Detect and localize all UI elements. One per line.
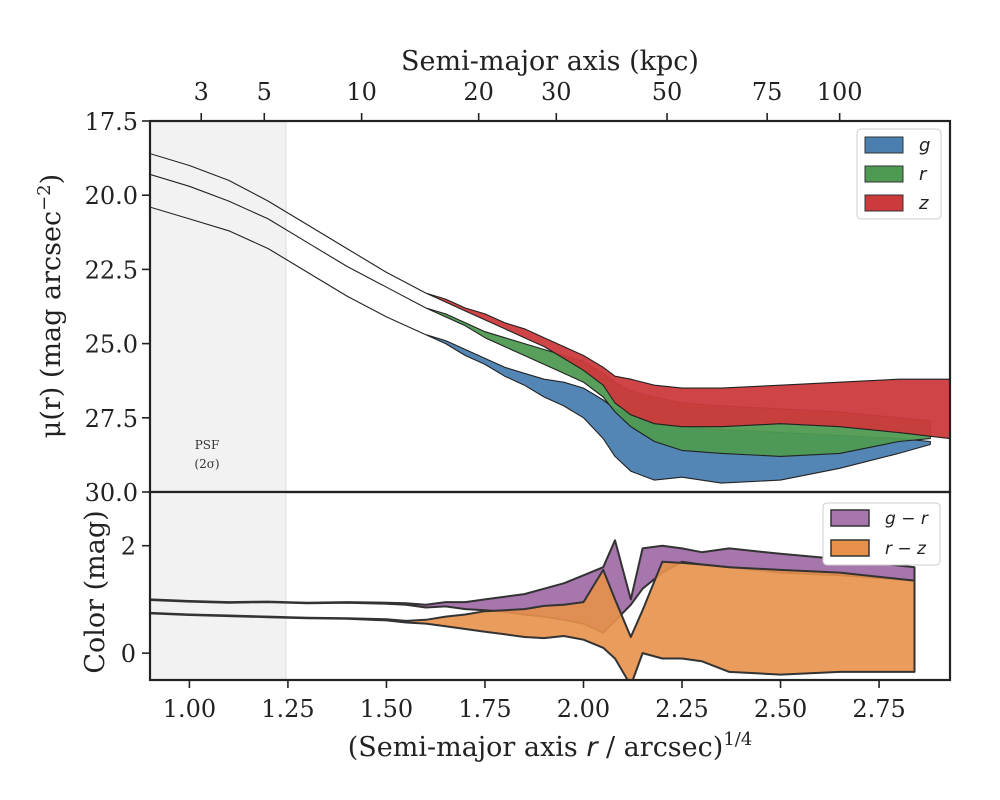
legend-swatch-r [864,165,904,183]
xlabel-italic: r [586,732,599,763]
kpc-tick-label: 30 [541,78,572,106]
psf-shade-top [150,121,286,492]
bottom-panel-frame [148,490,952,682]
bottom-axes-box [148,490,952,682]
psf-label-line2: (2σ) [194,457,219,471]
kpc-tick-label: 10 [346,78,377,106]
legend-swatch-g-r [830,509,870,527]
sb-band-z [150,153,950,440]
top-ytick-label: 20.0 [85,182,138,210]
ylabel-tail: ) [36,174,67,185]
bottom-xtick-label: 2.25 [655,695,708,723]
ylabel-exp: −2 [34,184,55,211]
bottom-y-axis-title: Color (mag) [80,510,111,673]
legend-label-g: g [919,135,930,156]
legend-swatch-r-z [830,539,870,557]
kpc-axis: 3 5 10 20 30 50 75 100 [194,78,863,121]
bottom-x-axis: 1.00 1.25 1.50 1.75 2.00 2.25 2.50 2.75 [163,680,906,723]
top-ytick-label: 25.0 [85,331,138,359]
bottom-ytick-label: 2 [121,533,136,561]
kpc-tick-label: 20 [463,78,494,106]
top-ytick-label: 27.5 [85,405,138,433]
legend-label-z: z [918,193,929,214]
kpc-tick-label: 50 [652,78,683,106]
bottom-xtick-label: 1.25 [261,695,314,723]
bottom-xtick-label: 2.00 [557,695,610,723]
sb-band-g [150,206,931,484]
top-legend: g r z [856,128,942,220]
bottom-ytick-label: 0 [121,640,136,668]
top-ytick-label: 17.5 [85,108,138,136]
legend-swatch-z [864,194,904,212]
legend-label-r-z: r − z [885,539,927,559]
legend-label-g-r: g − r [885,509,929,529]
bottom-y-axis: 02 [121,533,150,668]
bottom-xtick-label: 1.75 [458,695,511,723]
bottom-legend: g − r r − z [822,502,941,566]
top-ytick-label: 30.0 [85,479,138,507]
xlabel-tail: / arcsec) [597,732,723,763]
color-band-rz [150,560,916,680]
kpc-tick-label: 75 [752,78,783,106]
xlabel-main: (Semi-major axis [348,732,587,763]
bottom-x-axis-title: (Semi-major axis r / arcsec)1/4 [348,729,753,763]
top-ytick-label: 22.5 [85,256,138,284]
top-y-axis-title: μ(r) (mag arcsec−2) [34,174,67,438]
psf-region [150,121,287,492]
surface-brightness-bands [150,153,950,484]
kpc-tick-label: 3 [194,78,209,106]
psf-label-line1: PSF [195,438,220,452]
legend-swatch-g [864,136,904,154]
kpc-tick-label: 100 [817,78,863,106]
top-axis-title: Semi-major axis (kpc) [401,46,699,77]
xlabel-exp: 1/4 [723,729,752,750]
top-y-axis: 17.5 20.0 22.5 25.0 27.5 30.0 [85,108,150,507]
legend-label-r: r [919,164,928,185]
bottom-xtick-label: 2.75 [852,695,905,723]
psf-shade-bottom [150,492,286,680]
psf-region-color [150,492,287,680]
color-bands [150,539,916,680]
ylabel-main: μ(r) (mag arcsec [36,211,67,438]
bottom-xtick-label: 1.50 [360,695,413,723]
bottom-xtick-label: 1.00 [163,695,216,723]
kpc-tick-label: 5 [257,78,272,106]
bottom-xtick-label: 2.50 [754,695,807,723]
